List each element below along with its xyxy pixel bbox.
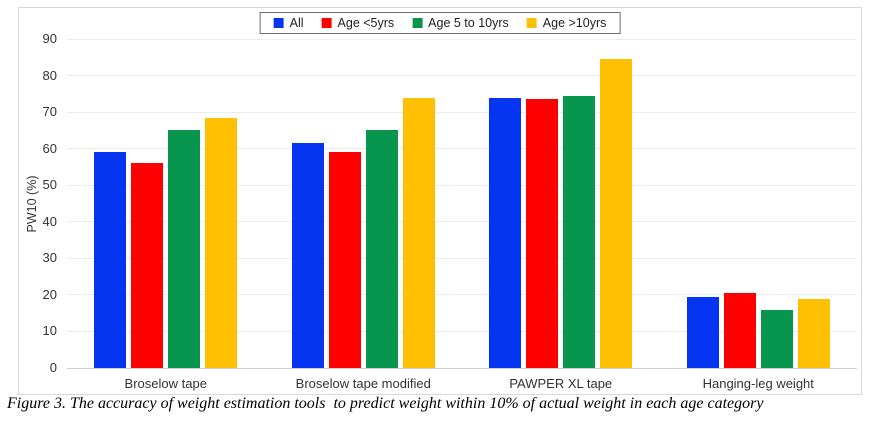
gridline — [67, 294, 857, 296]
y-tick-label: 60 — [42, 140, 57, 156]
x-category-label: Broselow tape — [124, 376, 207, 391]
y-tick-label: 70 — [42, 104, 57, 120]
legend-label: Age >10yrs — [542, 16, 607, 30]
chart-legend: All Age <5yrs Age 5 to 10yrs Age >10yrs — [259, 12, 621, 34]
legend-item-age-10yrs: Age >10yrs — [526, 16, 607, 30]
figure-caption: Figure 3. The accuracy of weight estimat… — [7, 395, 764, 412]
legend-marker-all — [273, 18, 284, 28]
gridline — [67, 75, 857, 77]
legend-marker-age-5yrs — [321, 18, 332, 28]
gridline — [67, 330, 857, 332]
legend-item-age-5-to-10yrs: Age 5 to 10yrs — [412, 16, 509, 30]
bar-group-hanging-leg-weight — [660, 39, 858, 368]
bar-age-5-to-10yrs-hanging-leg-weight — [760, 309, 793, 368]
bar-group-broselow-tape-modified — [265, 39, 463, 368]
y-tick-label: 40 — [42, 213, 57, 229]
bar-age-5yrs-broselow-tape — [131, 163, 164, 368]
bar-all-pawper-xl-tape — [489, 97, 522, 368]
bar-age-10yrs-pawper-xl-tape — [600, 59, 633, 368]
bar-age-5yrs-broselow-tape-modified — [328, 152, 361, 368]
y-tick-label: 30 — [42, 250, 57, 266]
bar-all-hanging-leg-weight — [686, 296, 719, 368]
y-tick-label: 90 — [42, 31, 57, 46]
y-tick-label: 80 — [42, 67, 57, 83]
legend-item-age-5yrs: Age <5yrs — [321, 16, 395, 30]
bar-all-broselow-tape — [94, 152, 127, 368]
legend-label: Age 5 to 10yrs — [428, 16, 509, 30]
bar-age-10yrs-broselow-tape — [205, 117, 238, 368]
legend-label: All — [289, 16, 304, 30]
y-tick-label: 0 — [49, 360, 57, 375]
bar-group-pawper-xl-tape — [462, 39, 660, 368]
x-category-label: PAWPER XL tape — [509, 376, 613, 391]
bar-age-10yrs-broselow-tape-modified — [402, 97, 435, 368]
legend-marker-age-5-to-10yrs — [412, 18, 423, 28]
legend-marker-age-10yrs — [526, 18, 537, 28]
plot-area: 0 10 20 30 40 50 60 70 80 90 Broselow tape Broselow… — [43, 31, 858, 391]
gridline — [67, 148, 857, 150]
bar-all-broselow-tape-modified — [291, 143, 324, 368]
bar-group-broselow-tape — [67, 39, 265, 368]
bar-age-5yrs-pawper-xl-tape — [526, 99, 559, 368]
legend-label: Age <5yrs — [337, 16, 395, 30]
chart-frame: All Age <5yrs Age 5 to 10yrs Age >10yrs PW1… — [18, 7, 862, 395]
bar-age-10yrs-hanging-leg-weight — [797, 298, 830, 368]
gridline — [67, 221, 857, 223]
legend-item-all: All — [273, 16, 304, 30]
y-tick-label: 20 — [42, 286, 57, 302]
gridline — [67, 184, 857, 186]
bar-age-5yrs-hanging-leg-weight — [723, 293, 756, 368]
y-tick-label: 10 — [42, 323, 57, 339]
x-category-label: Hanging-leg weight — [702, 376, 814, 391]
x-category-label: Broselow tape modified — [295, 376, 431, 391]
bar-age-5-to-10yrs-broselow-tape — [168, 130, 201, 368]
gridline — [67, 111, 857, 113]
gridline — [67, 257, 857, 259]
gridline — [67, 38, 857, 40]
y-tick-label: 50 — [42, 177, 57, 193]
bar-age-5-to-10yrs-broselow-tape-modified — [365, 130, 398, 368]
bar-age-5-to-10yrs-pawper-xl-tape — [563, 95, 596, 368]
